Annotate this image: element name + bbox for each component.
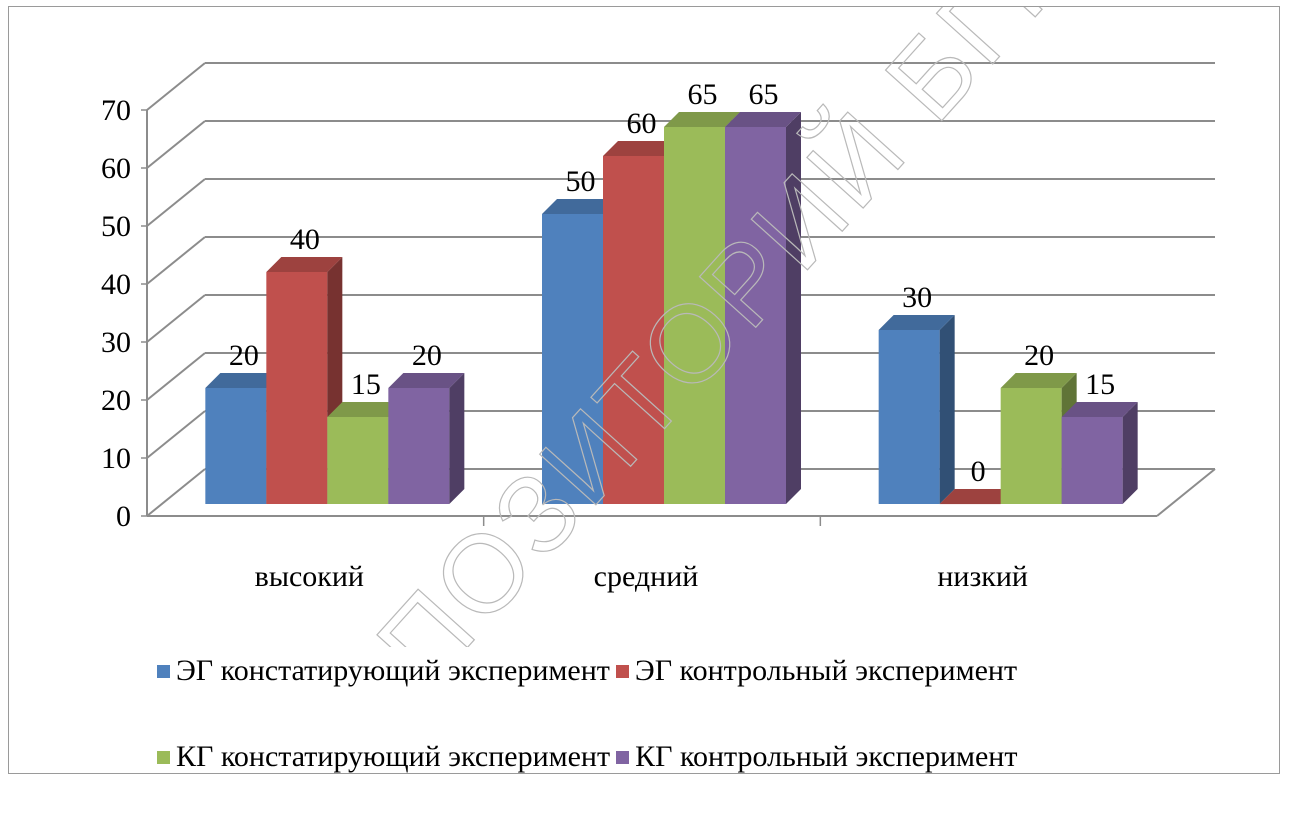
legend-swatch: [616, 751, 629, 764]
bar-side: [940, 315, 955, 504]
category-label: высокий: [255, 560, 364, 593]
y-tick-label: 70: [101, 94, 131, 127]
data-label: 20: [1024, 339, 1054, 372]
y-tick-label: 0: [116, 500, 131, 533]
legend-swatch: [157, 751, 170, 764]
legend-swatch: [616, 665, 629, 678]
bar-front: [879, 330, 940, 504]
bar-front: [1001, 388, 1062, 504]
data-label: 50: [566, 165, 596, 198]
data-label: 65: [688, 78, 718, 111]
chart-frame: 0 10 20 30 40 50 60 70 высокий средний низкий 20 40…: [8, 6, 1280, 774]
data-label: 65: [749, 78, 779, 111]
chart-plot: 0 10 20 30 40 50 60 70 высокий средний низкий 20 40…: [9, 7, 1279, 647]
y-tick-label: 20: [101, 384, 131, 417]
side-gridline: [147, 411, 205, 458]
y-tick-label: 60: [101, 152, 131, 185]
chart-legend: ЭГ констатирующий эксперимент ЭГ контрол…: [157, 647, 1197, 819]
y-tick-label: 50: [101, 210, 131, 243]
data-label: 60: [627, 107, 657, 140]
legend-row-2: КГ констатирующий эксперимент КГ контрол…: [157, 733, 1197, 781]
side-gridline: [147, 179, 205, 226]
legend-label: КГ контрольный эксперимент: [635, 740, 1017, 774]
legend-item: КГ констатирующий эксперимент: [157, 740, 610, 774]
bar-side: [1123, 402, 1138, 504]
side-gridline: [147, 353, 205, 400]
legend-row-1: ЭГ констатирующий эксперимент ЭГ контрол…: [157, 647, 1197, 695]
data-label: 15: [1085, 368, 1115, 401]
bar-front: [388, 388, 449, 504]
bar-front: [1062, 417, 1123, 504]
y-tick-label: 30: [101, 326, 131, 359]
legend-swatch: [157, 665, 170, 678]
data-label: 15: [351, 368, 381, 401]
bar-front: [327, 417, 388, 504]
side-gridline: [147, 295, 205, 342]
legend-label: КГ констатирующий эксперимент: [176, 740, 610, 774]
bar-front: [266, 272, 327, 504]
bar-front: [205, 388, 266, 504]
legend-item: ЭГ констатирующий эксперимент: [157, 654, 610, 688]
y-tick-label: 10: [101, 442, 131, 475]
side-gridline: [147, 469, 205, 516]
data-label: 30: [902, 281, 932, 314]
data-label: 20: [412, 339, 442, 372]
data-label: 0: [971, 455, 986, 488]
bar-side: [449, 373, 464, 504]
side-gridline: [147, 63, 205, 110]
floor-right-edge: [1157, 469, 1215, 516]
legend-label: ЭГ констатирующий эксперимент: [176, 654, 610, 688]
legend-item: ЭГ контрольный эксперимент: [616, 654, 1017, 688]
y-tick-label: 40: [101, 268, 131, 301]
data-label: 20: [229, 339, 259, 372]
category-label: средний: [594, 560, 699, 593]
side-gridline: [147, 237, 205, 284]
category-label: низкий: [937, 560, 1028, 593]
side-gridline: [147, 121, 205, 168]
data-label: 40: [290, 223, 320, 256]
legend-label: ЭГ контрольный эксперимент: [635, 654, 1017, 688]
legend-item: КГ контрольный эксперимент: [616, 740, 1017, 774]
